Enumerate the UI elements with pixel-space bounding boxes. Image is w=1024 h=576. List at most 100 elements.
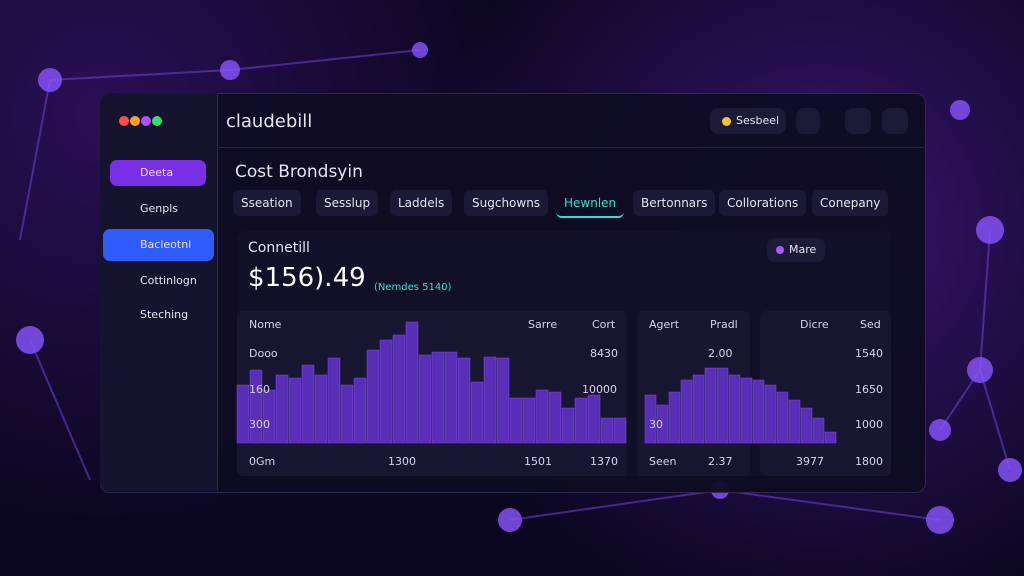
- sidebar-item[interactable]: Bacleotnl: [103, 229, 214, 261]
- bar: [405, 321, 419, 444]
- bar: [561, 407, 575, 444]
- column-header: Dicre: [800, 318, 829, 331]
- bar: [668, 391, 681, 444]
- bar: [392, 334, 406, 444]
- bar: [483, 356, 497, 444]
- bar: [716, 367, 729, 444]
- bar: [574, 397, 588, 444]
- bar: [800, 407, 813, 444]
- bar: [509, 397, 523, 444]
- icon-button[interactable]: [796, 108, 820, 134]
- sidebar: [100, 93, 218, 491]
- bar: [418, 354, 432, 444]
- bar: [680, 379, 693, 444]
- bar: [249, 369, 263, 444]
- bar: [470, 381, 484, 444]
- bar: [340, 384, 354, 444]
- bar: [600, 417, 614, 444]
- window-controls: [119, 116, 162, 126]
- footer-label: 3977: [796, 455, 824, 468]
- tab[interactable]: Sugchowns: [464, 190, 549, 216]
- bar: [444, 351, 458, 444]
- footer-label: 1300: [388, 455, 416, 468]
- bar: [788, 399, 801, 444]
- bar: [776, 391, 789, 444]
- row-label: 30: [649, 418, 663, 431]
- bar: [353, 377, 367, 444]
- footer-label: 1370: [590, 455, 618, 468]
- row-label: 8430: [590, 347, 618, 360]
- tab[interactable]: Bertonnars: [633, 190, 716, 216]
- tab[interactable]: Sesslup: [316, 190, 379, 216]
- sidebar-item[interactable]: Deeta: [110, 160, 206, 186]
- bar: [314, 374, 328, 444]
- bar: [535, 389, 549, 444]
- bar: [366, 349, 380, 444]
- tab[interactable]: Collorations: [719, 190, 807, 216]
- bar: [275, 374, 289, 444]
- bar: [262, 389, 276, 444]
- column-header: Cort: [592, 318, 616, 331]
- footer-label: 0Gm: [249, 455, 276, 468]
- bar: [740, 377, 753, 444]
- tab[interactable]: Laddels: [390, 190, 453, 216]
- row-label: 300: [249, 418, 270, 431]
- icon-button[interactable]: [845, 108, 871, 134]
- card-title: Connetill: [248, 240, 310, 256]
- bar: [587, 394, 601, 444]
- bar: [379, 339, 393, 444]
- sidebar-item[interactable]: Genpls: [140, 202, 179, 215]
- tab[interactable]: Hewnlen: [556, 190, 625, 218]
- more-button[interactable]: Mare: [767, 238, 825, 262]
- bar: [236, 384, 250, 444]
- divider: [217, 147, 924, 148]
- bar: [522, 397, 536, 444]
- bar: [288, 377, 302, 444]
- app-title: claudebill: [226, 111, 313, 132]
- bar: [764, 384, 777, 444]
- row-label: 2.00: [708, 347, 733, 360]
- bar: [548, 391, 562, 444]
- amount: $156).49: [248, 263, 366, 293]
- bar: [656, 404, 669, 444]
- column-header: Sarre: [528, 318, 558, 331]
- row-label: 160: [249, 383, 270, 396]
- bar: [824, 431, 837, 444]
- bar: [457, 357, 471, 444]
- column-header: Sed: [860, 318, 881, 331]
- row-label: 1000: [855, 418, 883, 431]
- footer-label: 1501: [524, 455, 552, 468]
- bar: [752, 379, 765, 444]
- row-label: Dooo: [249, 347, 278, 360]
- tab[interactable]: Sseation: [233, 190, 301, 216]
- row-label: 1650: [855, 383, 883, 396]
- bar: [613, 417, 627, 444]
- status-pill[interactable]: Sesbeel: [710, 108, 786, 134]
- tab[interactable]: Conepany: [812, 190, 889, 216]
- bar: [644, 394, 657, 444]
- bar: [301, 364, 315, 444]
- row-label: 1540: [855, 347, 883, 360]
- column-header: Pradl: [710, 318, 738, 331]
- page-title: Cost Brondsyin: [235, 162, 363, 182]
- amount-note: (Nemdes 5140): [374, 282, 452, 293]
- bar: [431, 351, 445, 444]
- icon-button[interactable]: [882, 108, 908, 134]
- status-label: Sesbeel: [736, 114, 780, 127]
- bar: [327, 357, 341, 444]
- footer-label: 2.37: [708, 455, 733, 468]
- bar: [496, 357, 510, 444]
- column-header: Agert: [649, 318, 680, 331]
- bar: [812, 417, 825, 444]
- column-header: Nome: [249, 318, 282, 331]
- row-label: 10000: [582, 383, 617, 396]
- sidebar-item[interactable]: Cottinlogn: [140, 274, 197, 287]
- bar: [728, 374, 741, 444]
- footer-label: Seen: [649, 455, 677, 468]
- more-label: Mare: [789, 243, 817, 256]
- footer-label: 1800: [855, 455, 883, 468]
- bar: [692, 374, 705, 444]
- sidebar-item[interactable]: Steching: [140, 308, 189, 321]
